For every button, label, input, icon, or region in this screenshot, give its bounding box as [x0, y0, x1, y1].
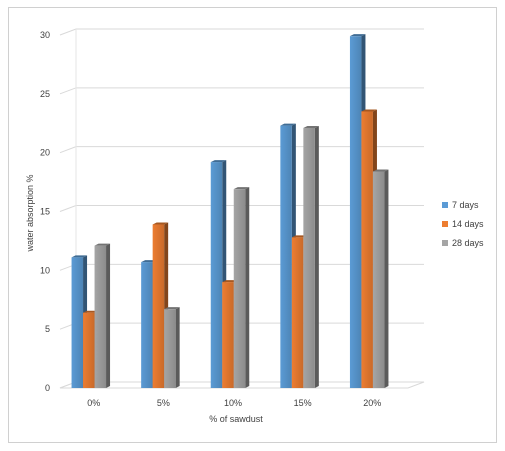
x-tick-label: 0%	[87, 398, 100, 408]
y-tick-label: 5	[45, 324, 50, 334]
y-tick-label: 15	[40, 207, 50, 217]
legend-label: 28 days	[452, 238, 484, 248]
x-tick-label: 10%	[224, 398, 242, 408]
y-tick-labels: 0 5 10 15 20 25 30	[40, 30, 50, 393]
bar	[233, 187, 250, 388]
legend-swatch	[442, 202, 448, 208]
y-tick-label: 30	[40, 30, 50, 40]
bar	[303, 125, 319, 388]
legend-swatch	[442, 221, 448, 227]
x-tick-label: 5%	[157, 398, 170, 408]
x-tick-label: 20%	[363, 398, 381, 408]
gridline	[59, 87, 424, 95]
y-tick-label: 20	[40, 148, 50, 158]
y-tick-label: 25	[40, 89, 50, 99]
y-axis-title: water absorption %	[25, 174, 35, 252]
bar	[94, 243, 111, 388]
legend-swatch	[442, 240, 448, 246]
y-tick-label: 10	[40, 265, 50, 275]
legend-label: 14 days	[452, 219, 484, 229]
x-axis-title: % of sawdust	[209, 414, 263, 424]
bars	[71, 34, 389, 388]
gridline	[59, 28, 424, 36]
x-tick-label: 15%	[294, 398, 312, 408]
legend-label: 7 days	[452, 200, 479, 210]
bar	[372, 169, 389, 388]
x-tick-labels: 0% 5% 10% 15% 20%	[87, 398, 381, 408]
bar	[164, 307, 180, 388]
legend: 7 days 14 days 28 days	[442, 200, 484, 248]
y-tick-label: 0	[45, 383, 50, 393]
